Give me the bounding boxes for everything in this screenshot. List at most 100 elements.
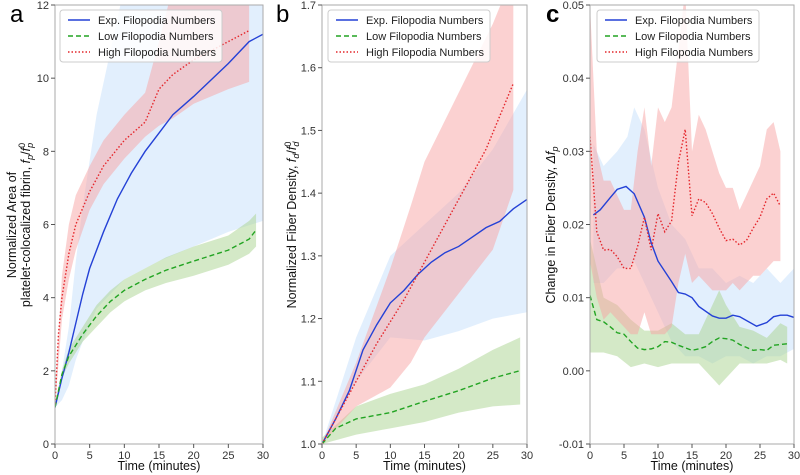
y-label-slash: /	[19, 151, 33, 155]
y-label-symbol: f	[285, 157, 299, 162]
plot-area	[322, 5, 527, 444]
x-tick-label: 5	[353, 450, 359, 462]
y-tick-label: 1.2	[301, 314, 316, 326]
x-tick-label: 25	[487, 450, 499, 462]
y-label-subscript2: p	[25, 143, 35, 149]
legend-label-low: Low Filopodia Numbers	[635, 31, 751, 43]
x-tick-label: 5	[87, 450, 93, 462]
y-tick-label: 0.01	[563, 293, 584, 305]
x-tick-label: 0	[52, 450, 58, 462]
line-low	[55, 229, 257, 408]
y-tick-label: 6	[43, 220, 49, 232]
y-tick-label: 1.7	[301, 0, 316, 12]
line-high	[590, 129, 782, 270]
x-tick-label: 30	[521, 450, 533, 462]
y-label-symbol2: f	[19, 146, 33, 151]
legend-label-low: Low Filopodia Numbers	[98, 31, 214, 43]
y-label-slash: /	[285, 150, 299, 154]
y-tick-label: 0.03	[563, 146, 584, 158]
y-tick-label: 10	[37, 73, 49, 85]
y-tick-label: 0.05	[563, 0, 584, 12]
line-exp	[592, 185, 794, 327]
y-tick-label: 0.02	[563, 220, 584, 232]
panel-b: 0 5 10 15 20 25 30 1.0 1.1 1.2 1.3 1.4 1.5 1.6 1.7 Time…	[276, 0, 533, 473]
y-axis-label: Normalized Fiber Density, fd/fd0	[283, 141, 301, 309]
y-tick-label: 0.00	[563, 366, 584, 378]
x-tick-label: 5	[621, 450, 627, 462]
y-tick-label: 0	[43, 439, 49, 451]
x-tick-label: 30	[788, 450, 800, 462]
y-tick-label: 8	[43, 146, 49, 158]
y-tick-label: 1.6	[301, 63, 316, 75]
x-tick-label: 25	[222, 450, 234, 462]
panel-label: b	[276, 1, 289, 28]
band-high	[322, 5, 514, 444]
y-label-symbol: Δf	[544, 150, 558, 164]
x-tick-label: 15	[418, 450, 430, 462]
line-low	[590, 295, 788, 352]
y-tick-label: 1.1	[301, 376, 316, 388]
y-axis-label-line1: Normalized Area of	[5, 171, 19, 278]
y-label-subscript: p	[550, 147, 560, 153]
legend-label-exp: Exp. Filopodia Numbers	[366, 15, 484, 27]
x-tick-label: 20	[188, 450, 200, 462]
band-high	[55, 5, 250, 408]
x-axis-label: Time (minutes)	[383, 459, 466, 473]
y-tick-label: 0.04	[563, 73, 584, 85]
legend: Exp. Filopodia Numbers Low Filopodia Numb…	[596, 9, 760, 63]
x-axis-label: Time (minutes)	[651, 459, 734, 473]
y-tick-label: -0.01	[559, 439, 584, 451]
y-tick-label: 12	[37, 0, 49, 12]
x-tick-label: 15	[686, 450, 698, 462]
panel-c: 0 5 10 15 20 25 30 -0.01 0.00 0.01 0.02 0.03 0.04 0.0…	[544, 0, 800, 473]
legend-label-exp: Exp. Filopodia Numbers	[635, 15, 753, 27]
band-exp	[55, 5, 263, 408]
legend-label-exp: Exp. Filopodia Numbers	[98, 15, 216, 27]
legend: Exp. Filopodia Numbers Low Filopodia Numb…	[59, 9, 223, 63]
y-label-symbol: f	[19, 158, 33, 163]
x-tick-label: 0	[587, 450, 593, 462]
plot-area	[590, 5, 794, 386]
legend-label-high: High Filopodia Numbers	[98, 47, 216, 59]
y-label-text: Normalized Fiber Density,	[285, 162, 299, 308]
line-exp	[55, 33, 263, 408]
y-tick-label: 1.0	[301, 439, 316, 451]
legend-label-high: High Filopodia Numbers	[635, 47, 753, 59]
x-tick-label: 20	[720, 450, 732, 462]
band-low	[590, 239, 788, 386]
plot-area	[55, 5, 263, 408]
y-label-text: platelet-colocalized fibrin,	[19, 163, 33, 307]
panel-a: 0 5 10 15 20 25 30 0 2 4 6 8 10 12 Time (minutes) Norma…	[5, 0, 269, 473]
y-tick-label: 2	[43, 366, 49, 378]
legend-box	[596, 9, 760, 63]
x-axis-label: Time (minutes)	[118, 459, 201, 473]
legend-label-high: High Filopodia Numbers	[366, 47, 484, 59]
y-label-subscript: p	[25, 155, 35, 161]
y-label-text: Change in Fiber Density,	[544, 163, 558, 303]
legend-box	[59, 9, 223, 63]
x-tick-label: 25	[754, 450, 766, 462]
x-tick-label: 30	[257, 450, 269, 462]
line-low	[322, 369, 521, 444]
x-tick-label: 0	[319, 450, 325, 462]
y-label-subscript2: d	[291, 141, 301, 147]
panel-label: c	[546, 1, 559, 28]
x-tick-label: 20	[453, 450, 465, 462]
line-exp	[322, 198, 527, 444]
panel-label: a	[10, 1, 24, 28]
y-axis-label: platelet-colocalized fibrin, fp/fp0	[17, 143, 35, 307]
x-tick-label: 10	[652, 450, 664, 462]
band-high	[590, 5, 781, 335]
y-tick-label: 1.3	[301, 251, 316, 263]
x-tick-label: 10	[384, 450, 396, 462]
y-label-subscript: d	[291, 153, 301, 159]
y-label-superscript: 0	[283, 142, 293, 147]
y-tick-label: 1.5	[301, 125, 316, 137]
x-tick-label: 15	[153, 450, 165, 462]
legend-label-low: Low Filopodia Numbers	[366, 31, 482, 43]
band-low	[322, 337, 521, 444]
band-low	[55, 213, 257, 408]
line-high	[322, 83, 514, 444]
legend: Exp. Filopodia Numbers Low Filopodia Numb…	[327, 9, 491, 63]
